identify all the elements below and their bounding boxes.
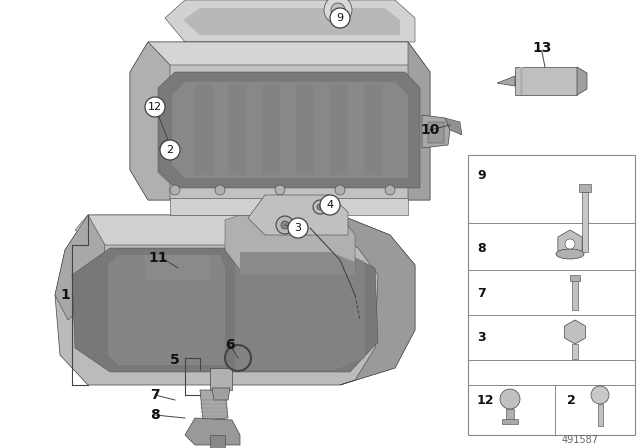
Polygon shape [55,215,105,320]
Polygon shape [210,435,225,448]
Polygon shape [296,85,314,175]
Text: 9: 9 [477,168,486,181]
Polygon shape [225,215,355,270]
Polygon shape [248,195,348,235]
Text: 4: 4 [326,200,333,210]
Circle shape [320,195,340,215]
Polygon shape [520,67,523,95]
Text: 13: 13 [532,41,552,55]
Bar [502,419,518,424]
Circle shape [275,185,285,195]
Text: 3: 3 [294,223,301,233]
Text: 12: 12 [477,393,495,406]
Polygon shape [212,388,230,400]
Text: 2: 2 [166,145,173,155]
Polygon shape [262,85,280,175]
Polygon shape [145,255,210,280]
Polygon shape [185,418,240,445]
Polygon shape [172,82,408,178]
Bar [570,275,580,281]
Polygon shape [148,42,425,65]
Circle shape [591,386,609,404]
Polygon shape [108,255,225,365]
Polygon shape [445,118,462,135]
Polygon shape [577,67,587,95]
Circle shape [215,185,225,195]
Polygon shape [130,42,430,200]
Bar [506,409,514,423]
Bar [598,404,602,426]
Text: 5: 5 [170,353,180,367]
Polygon shape [340,215,415,385]
Circle shape [281,221,289,229]
Polygon shape [240,252,355,275]
Text: 3: 3 [477,331,486,344]
Text: 491587: 491587 [561,435,598,445]
Circle shape [385,185,395,195]
Text: 12: 12 [148,102,162,112]
Text: 7: 7 [477,287,486,300]
Polygon shape [55,215,415,385]
Ellipse shape [556,249,584,259]
Polygon shape [200,390,228,420]
Polygon shape [130,42,170,200]
Polygon shape [515,67,577,95]
Text: 6: 6 [225,338,235,352]
Bar [582,192,588,252]
Circle shape [330,8,350,28]
Polygon shape [422,115,450,148]
Circle shape [160,140,180,160]
Polygon shape [170,198,408,215]
Text: 11: 11 [148,251,168,265]
Circle shape [324,0,352,24]
Text: 8: 8 [150,408,160,422]
Circle shape [335,185,345,195]
Circle shape [313,200,327,214]
Circle shape [331,3,345,17]
Circle shape [288,218,308,238]
Polygon shape [228,85,246,175]
Text: 7: 7 [150,388,160,402]
Polygon shape [330,85,348,175]
Polygon shape [428,122,444,143]
Circle shape [317,204,323,210]
Polygon shape [210,368,232,390]
Bar [572,344,578,359]
Bar [468,155,635,435]
Polygon shape [497,76,515,86]
Circle shape [500,389,520,409]
Text: 10: 10 [420,123,440,137]
Polygon shape [183,8,400,35]
Polygon shape [235,248,365,370]
Circle shape [160,140,176,156]
Polygon shape [75,215,390,245]
Circle shape [170,185,180,195]
Text: 1: 1 [60,288,70,302]
Polygon shape [408,42,430,200]
Polygon shape [72,248,378,372]
Bar [579,184,591,192]
Text: 9: 9 [337,13,344,23]
Bar [572,280,578,310]
Text: 2: 2 [567,393,576,406]
Polygon shape [195,85,213,175]
Polygon shape [158,72,420,188]
Circle shape [276,216,294,234]
Circle shape [145,97,165,117]
Text: 8: 8 [477,241,486,254]
Polygon shape [165,0,415,42]
Circle shape [565,239,575,249]
Polygon shape [364,85,382,175]
